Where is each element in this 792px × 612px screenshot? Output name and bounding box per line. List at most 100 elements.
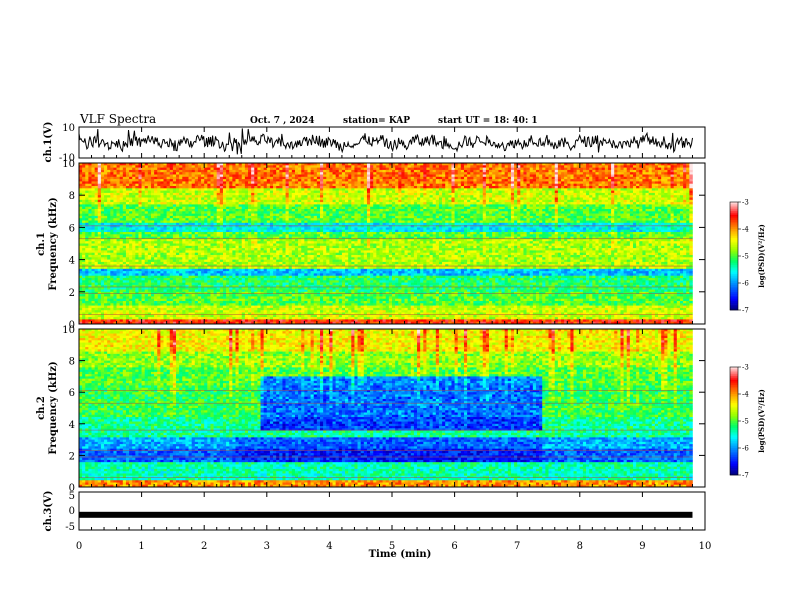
spectrogram-cell (210, 220, 214, 224)
spectrogram-cell (266, 213, 271, 217)
spectrogram-cell (147, 284, 152, 288)
spectrogram-cell (100, 172, 105, 175)
spectrogram-cell (169, 305, 174, 309)
spectrogram-cell (119, 169, 124, 173)
spectrogram-cell (282, 255, 286, 258)
spectrogram-cell (91, 319, 95, 322)
spectrogram-cell (288, 195, 293, 198)
spectrogram-cell (125, 264, 130, 267)
spectrogram-cell (122, 183, 127, 187)
spectrogram-cell (91, 271, 95, 274)
spectrogram-cell (244, 278, 249, 281)
spectrogram-cell (91, 206, 95, 210)
spectrogram-cell (125, 174, 130, 178)
spectrogram-cell (207, 213, 211, 217)
spectrogram-cell (251, 209, 255, 212)
spectrogram-cell (216, 305, 221, 309)
spectrogram-cell (141, 211, 146, 214)
spectrogram-cell (285, 310, 290, 313)
spectrogram-cell (163, 222, 167, 226)
spectrogram-cell (147, 192, 152, 196)
spectrogram-cell (138, 165, 142, 168)
spectrogram-cell (150, 215, 155, 219)
spectrogram-cell (235, 298, 239, 302)
spectrogram-cell (260, 209, 264, 212)
spectrogram-cell (179, 215, 183, 219)
spectrogram-cell (185, 255, 189, 258)
spectrogram-cell (116, 275, 120, 279)
spectrogram-cell (135, 179, 139, 182)
spectrogram-cell (104, 296, 108, 299)
spectrogram-cell (122, 303, 127, 306)
spectrogram-cell (191, 188, 196, 191)
spectrogram-cell (185, 232, 189, 235)
spectrogram-cell (160, 218, 164, 221)
spectrogram-cell (244, 275, 249, 279)
spectrogram-cell (254, 298, 258, 302)
spectrogram-cell (207, 241, 211, 244)
spectrogram-cell (191, 268, 196, 272)
spectrogram-cell (147, 248, 152, 251)
spectrogram-cell (160, 264, 164, 267)
spectrogram-cell (226, 163, 230, 166)
spectrogram-cell (147, 303, 152, 306)
spectrogram-cell (160, 229, 164, 233)
spectrogram-cell (116, 186, 120, 189)
spectrogram-cell (154, 215, 158, 219)
spectrogram-cell (241, 278, 246, 281)
spectrogram-cell (94, 206, 99, 210)
spectrogram-cell (141, 275, 146, 279)
spectrogram-cell (154, 202, 158, 205)
spectrogram-cell (235, 278, 239, 281)
spectrogram-cell (144, 236, 149, 240)
spectrogram-cell (216, 294, 221, 297)
spectrogram-cell (88, 181, 92, 184)
spectrogram-cell (204, 275, 208, 279)
spectrogram-cell (179, 296, 183, 299)
spectrogram-cell (107, 165, 111, 168)
spectrogram-cell (163, 298, 167, 302)
spectrogram-cell (282, 195, 286, 198)
spectrogram-cell (119, 294, 124, 297)
spectrogram-cell (204, 310, 208, 313)
spectrogram-cell (294, 271, 299, 274)
spectrogram-cell (288, 234, 293, 237)
spectrogram-cell (251, 167, 255, 171)
spectrogram-cell (266, 236, 271, 240)
spectrogram-cell (132, 255, 136, 258)
spectrogram-cell (88, 165, 92, 168)
spectrogram-cell (116, 163, 120, 166)
spectrogram-cell (251, 250, 255, 253)
spectrogram-cell (82, 319, 86, 322)
spectrogram-cell (288, 218, 293, 221)
spectrogram-cell (182, 255, 186, 258)
spectrogram-cell (197, 278, 202, 281)
spectrogram-cell (276, 248, 280, 251)
spectrogram-cell (91, 278, 95, 281)
spectrogram-cell (176, 271, 180, 274)
spectrogram-cell (263, 174, 268, 178)
spectrogram-cell (132, 314, 136, 318)
spectrogram-cell (219, 215, 224, 219)
spectrogram-cell (122, 261, 127, 265)
spectrogram-cell (263, 303, 268, 306)
spectrogram-cell (213, 169, 218, 173)
spectrogram-cell (219, 245, 224, 249)
spectrogram-cell (150, 179, 155, 182)
spectrogram-cell (88, 305, 92, 309)
spectrogram-cell (147, 199, 152, 203)
spectrogram-cell (197, 268, 202, 272)
spectrogram-cell (273, 215, 277, 219)
spectrogram-cell (248, 172, 252, 175)
spectrogram-cell (263, 289, 268, 293)
spectrogram-cell (238, 215, 243, 219)
spectrogram-cell (163, 186, 167, 189)
spectrogram-cell (169, 234, 174, 237)
spectrogram-cell (235, 204, 239, 207)
spectrogram-cell (276, 179, 280, 182)
spectrogram-cell (132, 197, 136, 201)
spectrogram-cell (141, 188, 146, 191)
spectrogram-cell (179, 176, 183, 180)
spectrogram-cell (144, 211, 149, 214)
